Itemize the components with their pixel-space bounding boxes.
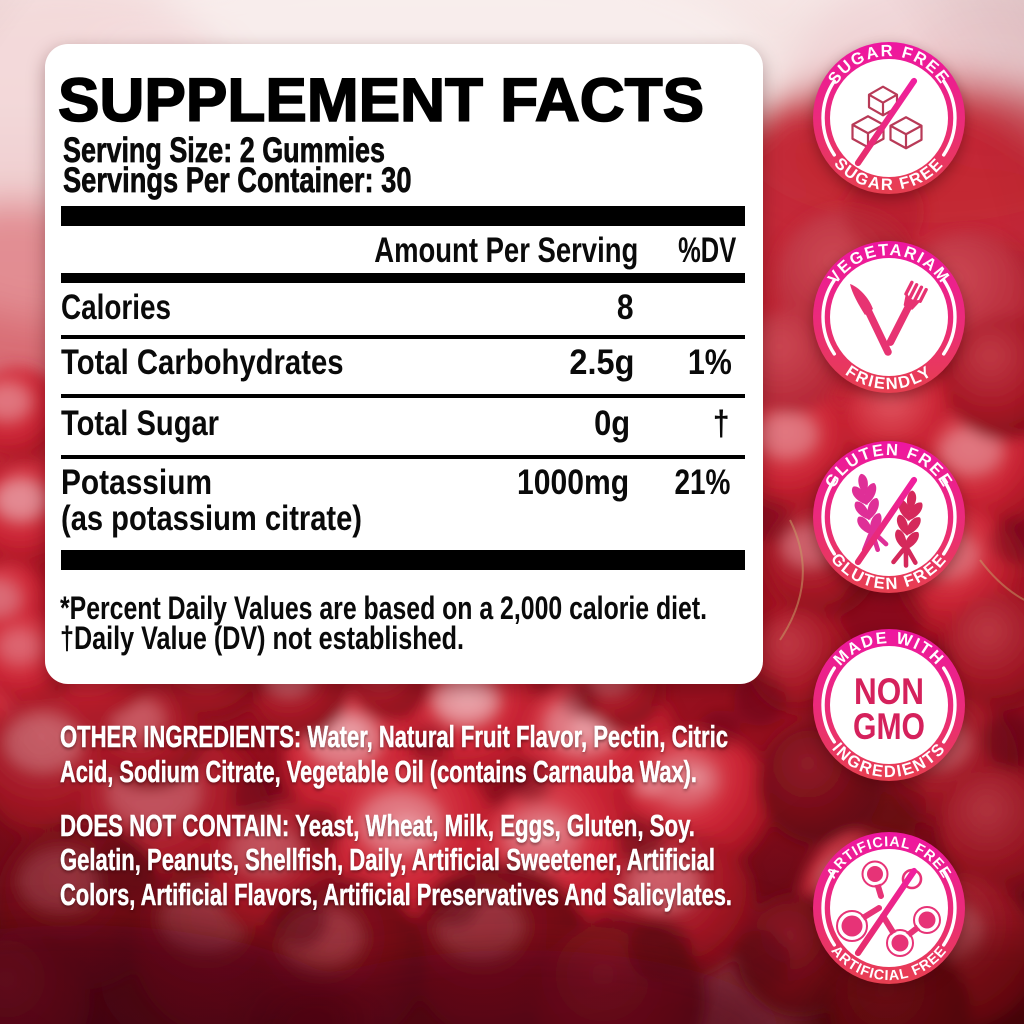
svg-text:NON: NON bbox=[854, 671, 924, 712]
svg-text:GMO: GMO bbox=[853, 706, 925, 747]
